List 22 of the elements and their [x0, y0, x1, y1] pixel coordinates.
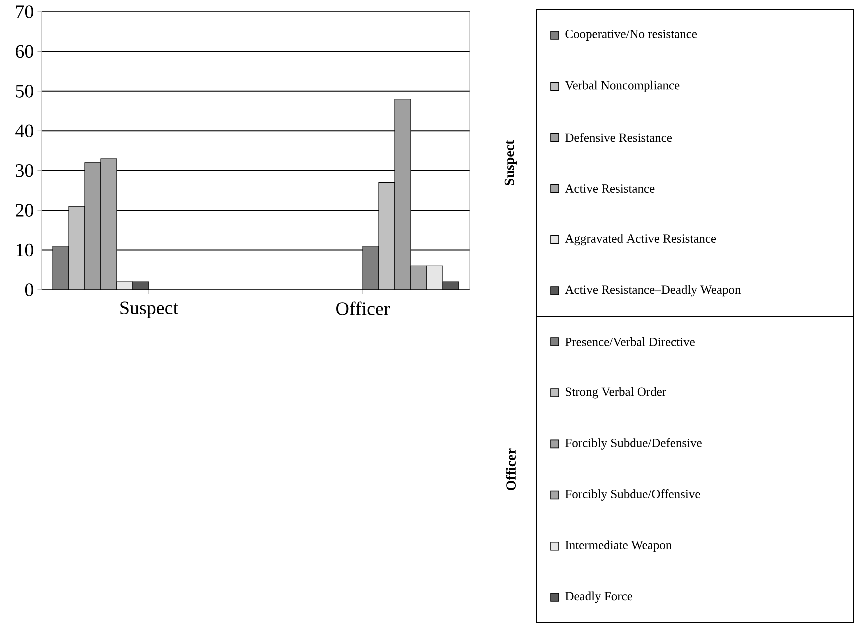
y-tick-label: 20	[16, 204, 34, 217]
y-tick-label: 30	[16, 164, 34, 178]
legend-label: Verbal Noncompliance	[565, 80, 680, 92]
legend-label: Aggravated Active Resistance	[565, 234, 716, 246]
category-label: Officer	[506, 448, 516, 490]
legend-label: Cooperative/No resistance	[566, 30, 698, 41]
y-tick-label: 50	[16, 85, 34, 98]
legend-label: Defensive Resistance	[566, 133, 672, 142]
legend-label: Strong Verbal Order	[566, 387, 666, 399]
category-label: Suspect	[504, 140, 518, 186]
legend-label: Intermediate Weapon	[566, 540, 672, 552]
y-tick-label: 40	[16, 124, 34, 138]
legend-label: Forcibly Subdue/Offensive	[566, 490, 700, 502]
legend-label: Presence/Verbal Directive	[566, 338, 695, 346]
legend-label: Forcibly Subdue/Defensive	[566, 438, 702, 450]
y-tick-label: 0	[25, 284, 34, 296]
y-tick-label: 10	[16, 244, 34, 257]
legend-label: Active Resistance–Deadly Weapon	[565, 285, 742, 297]
y-tick-label: 70	[16, 6, 34, 18]
legend-label: Active Resistance	[565, 184, 655, 193]
y-tick-label: 60	[16, 45, 34, 58]
legend-label: Deadly Force	[566, 592, 632, 604]
